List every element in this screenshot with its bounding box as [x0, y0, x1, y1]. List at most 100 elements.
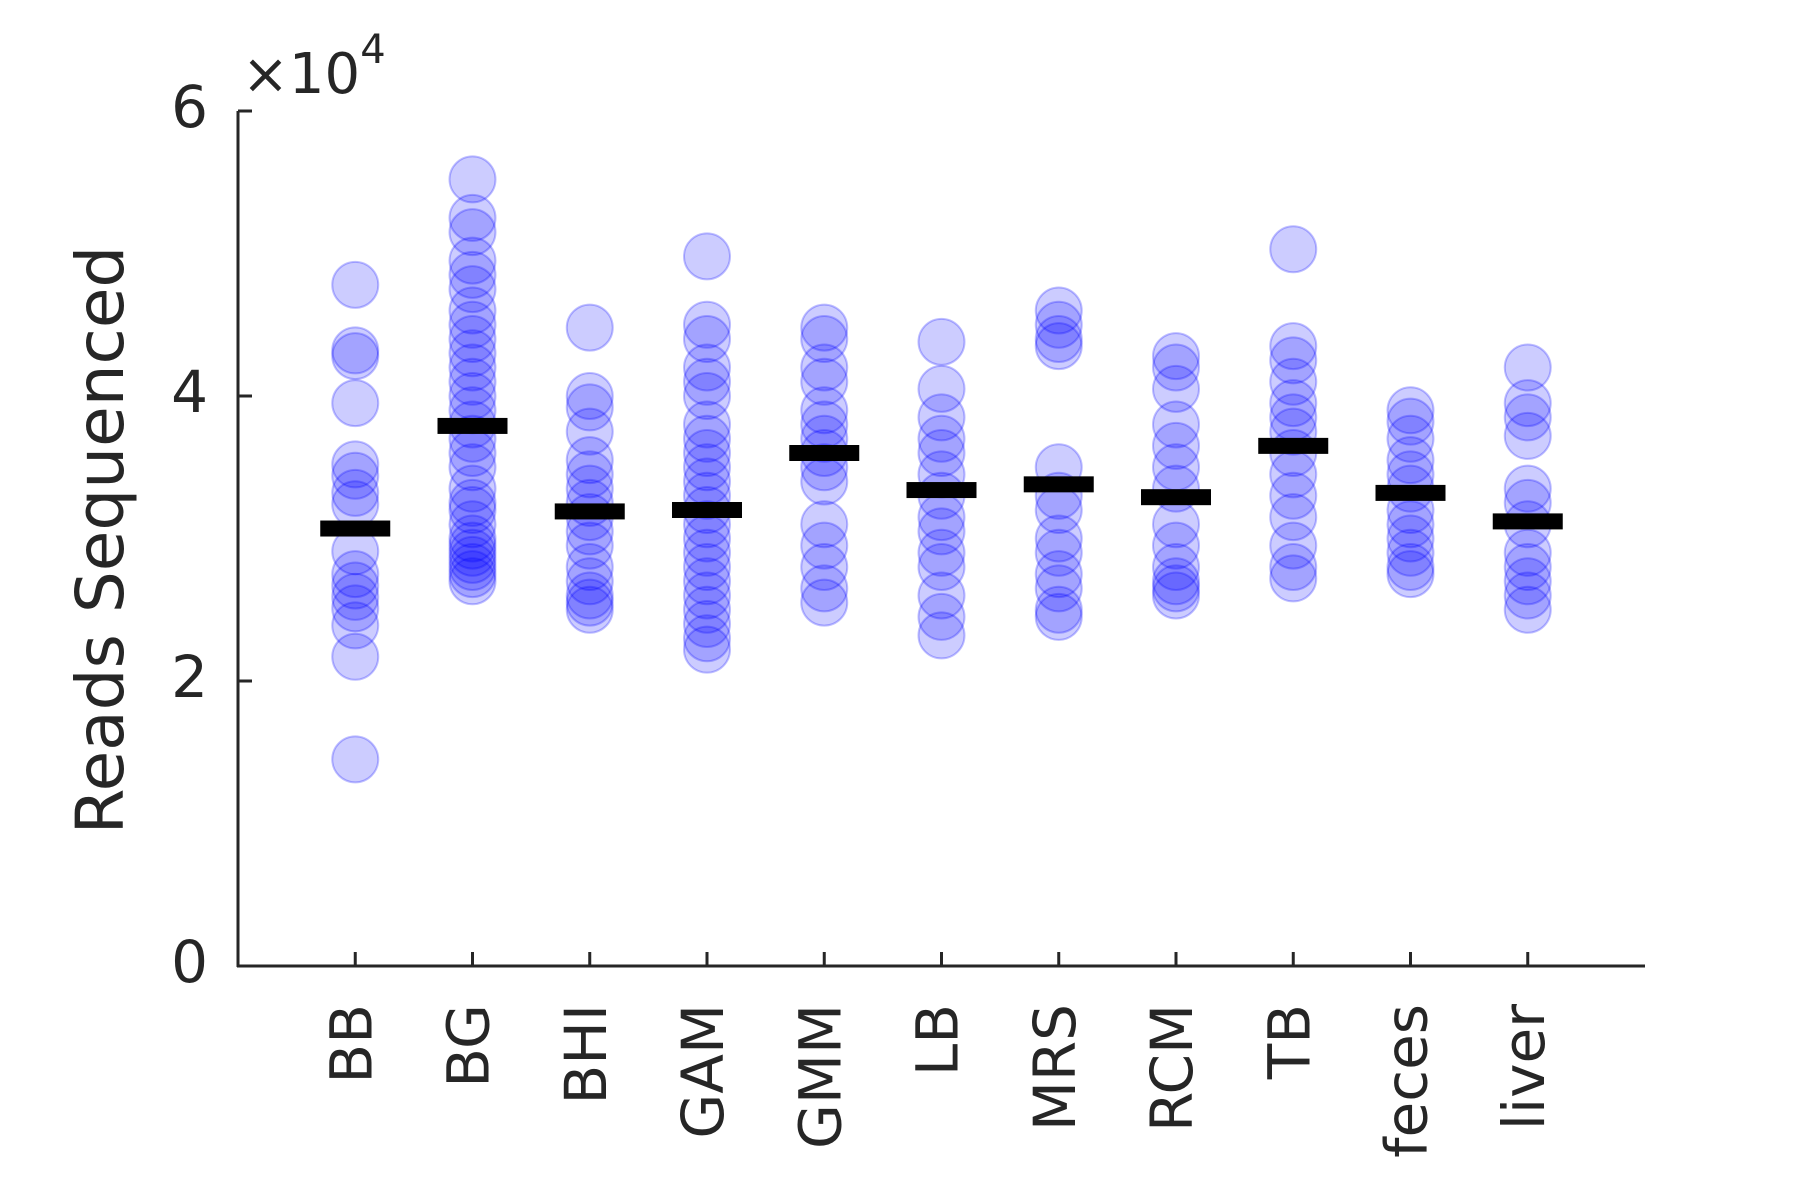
data-point: [1269, 543, 1318, 591]
data-point: [331, 561, 380, 610]
data-point: [1034, 564, 1083, 613]
data-point: [448, 486, 497, 534]
data-point: [565, 557, 614, 606]
data-point: [917, 429, 966, 477]
data-point: [448, 543, 497, 591]
data-point: [1034, 300, 1083, 349]
data-point: [683, 557, 731, 606]
data-point: [800, 303, 849, 352]
mean-bar: [672, 502, 742, 518]
data-point: [800, 564, 849, 613]
data-point: [448, 208, 497, 257]
data-point: [331, 735, 380, 784]
data-point: [1034, 315, 1083, 363]
data-point: [565, 521, 614, 570]
data-point: [800, 500, 849, 549]
data-point: [448, 550, 497, 599]
data-point: [1034, 514, 1083, 563]
data-point: [1386, 550, 1435, 599]
data-point: [1152, 521, 1200, 570]
data-point: [448, 343, 497, 392]
y-tick-label: 2: [171, 643, 208, 711]
data-point: [683, 357, 731, 406]
data-point: [1386, 386, 1435, 435]
data-point: [683, 232, 731, 281]
data-point: [331, 480, 380, 529]
data-point: [448, 521, 497, 570]
data-point: [917, 414, 966, 463]
data-point: [800, 578, 849, 627]
x-tick-label: MRS: [1021, 1004, 1089, 1131]
data-point: [1269, 554, 1318, 603]
data-point: [917, 317, 966, 366]
data-point: [1034, 528, 1083, 577]
mean-bar: [437, 417, 508, 434]
data-point: [448, 250, 497, 299]
data-point: [917, 393, 966, 442]
data-point: [448, 557, 497, 606]
mean-bar: [554, 503, 625, 520]
y-multiplier-exponent: 4: [360, 27, 385, 73]
data-point: [565, 543, 614, 591]
data-point: [917, 507, 966, 556]
data-point: [1269, 322, 1318, 371]
data-point: [1152, 557, 1200, 606]
y-axis-label: Reads Sequenced: [62, 246, 139, 835]
data-point: [683, 585, 731, 634]
data-point: [331, 584, 380, 633]
data-point: [683, 443, 731, 492]
data-point: [800, 543, 849, 591]
mean-bar: [1141, 489, 1211, 506]
data-point: [1503, 543, 1552, 591]
data-point: [1503, 464, 1552, 513]
data-point: [917, 571, 966, 620]
data-point: [1034, 550, 1083, 599]
data-point: [448, 528, 497, 577]
data-point: [1503, 585, 1552, 634]
data-point: [1152, 364, 1200, 413]
data-point: [1503, 571, 1552, 620]
data-point: [1386, 397, 1435, 446]
data-point: [448, 357, 497, 406]
y-tick-label: 4: [171, 358, 208, 426]
data-point: [683, 543, 731, 591]
data-point: [800, 521, 849, 570]
data-point: [683, 315, 731, 363]
data-point: [1152, 421, 1200, 470]
data-point: [448, 236, 497, 285]
x-tick-label: RCM: [1138, 1004, 1206, 1132]
data-point: [1152, 332, 1200, 381]
data-point: [565, 571, 614, 620]
data-point: [1386, 514, 1435, 563]
data-point: [448, 500, 497, 549]
data-point: [1503, 557, 1552, 606]
data-point: [331, 550, 380, 599]
data-point: [1386, 543, 1435, 591]
data-point: [1034, 286, 1083, 335]
data-point: [1503, 528, 1552, 577]
data-point: [331, 379, 380, 428]
data-point: [917, 611, 966, 660]
data-point: [683, 429, 731, 477]
data-point: [683, 300, 731, 349]
data-point: [1152, 564, 1200, 613]
data-point: [683, 414, 731, 463]
data-point: [1034, 592, 1083, 641]
x-tick-label: BHI: [552, 1004, 620, 1105]
data-point: [1034, 585, 1083, 634]
data-point: [683, 614, 731, 663]
data-point: [331, 440, 380, 489]
data-point: [565, 407, 614, 456]
data-point: [1386, 436, 1435, 485]
data-point: [448, 478, 497, 527]
data-point: [683, 625, 731, 674]
data-point: [1269, 357, 1318, 406]
data-point: [448, 329, 497, 378]
data-point: [683, 343, 731, 392]
data-point: [448, 315, 497, 363]
data-point: [1152, 543, 1200, 591]
data-point: [331, 332, 380, 381]
data-point: [1269, 379, 1318, 428]
data-point: [683, 400, 731, 449]
